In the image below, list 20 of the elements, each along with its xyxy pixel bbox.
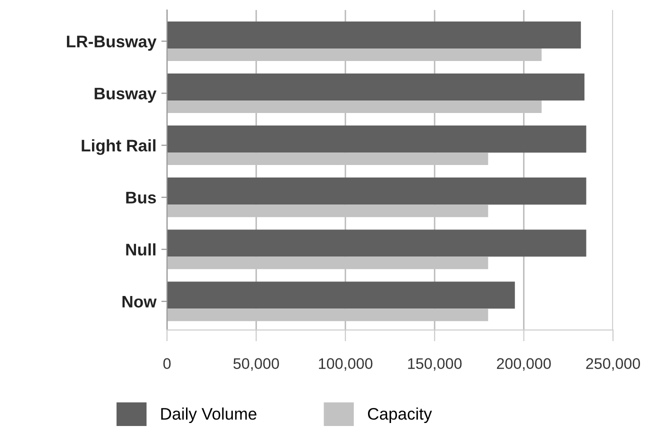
bar xyxy=(167,126,586,153)
y-tick-label: Null xyxy=(126,243,156,256)
x-tick-label: 200,000 xyxy=(496,358,551,371)
y-tick-label: Busway xyxy=(94,88,156,103)
y-tick-label: Now xyxy=(122,296,157,308)
x-tick-label: 50,000 xyxy=(233,358,279,371)
bar xyxy=(167,178,586,205)
bar xyxy=(167,21,581,49)
y-tick-label: Light Rail xyxy=(82,139,156,155)
x-tick-label: 100,000 xyxy=(318,358,372,371)
bar xyxy=(167,282,515,309)
bar xyxy=(167,230,586,257)
y-tick-label: Bus xyxy=(126,192,156,204)
x-tick-label: 0 xyxy=(163,358,171,369)
legend-label: Capacity xyxy=(368,408,432,424)
x-tick-label: 250,000 xyxy=(586,358,640,371)
y-tick-label: LR-Busway xyxy=(66,36,156,51)
x-tick-label: 150,000 xyxy=(408,358,462,371)
bar xyxy=(167,73,584,101)
legend-label: Daily Volume xyxy=(161,408,256,424)
